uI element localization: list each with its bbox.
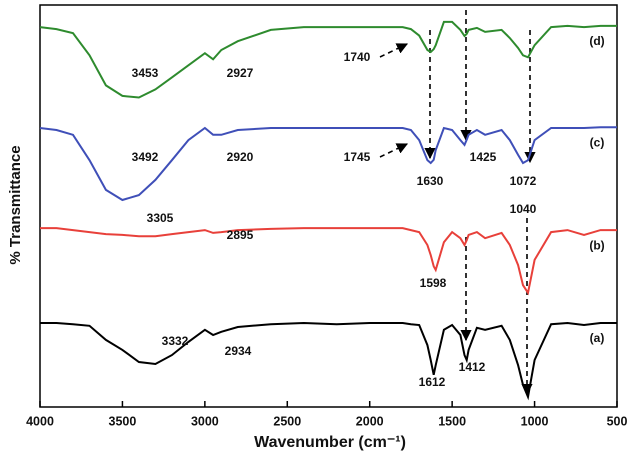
arrows	[379, 10, 536, 396]
peak-label: 3492	[132, 150, 159, 164]
series-label: (d)	[589, 34, 604, 48]
x-tick-label: 1500	[438, 414, 466, 428]
peak-label: 2927	[227, 66, 254, 80]
x-axis-title: Wavenumber (cm⁻¹)	[254, 434, 406, 451]
peak-label: 3305	[147, 211, 174, 225]
peak-label: 1630	[417, 174, 444, 188]
arrow	[379, 43, 409, 58]
peak-label: 1072	[510, 174, 537, 188]
peak-label: 1412	[459, 360, 486, 374]
peak-label: 1612	[419, 375, 446, 389]
x-tick-label: 2500	[273, 414, 301, 428]
series-label: (a)	[590, 331, 605, 345]
peak-label: 1745	[344, 150, 371, 164]
spectrum-line	[40, 227, 617, 296]
spectrum-line	[39, 126, 617, 202]
peak-label: 2895	[227, 228, 254, 242]
x-tick-label: 3500	[109, 414, 137, 428]
peak-label: 1740	[344, 50, 371, 64]
spectrum-line	[39, 20, 617, 99]
arrow	[379, 143, 409, 158]
peak-label: 1040	[510, 202, 537, 216]
plot-frame	[39, 4, 618, 408]
x-tick-label: 2000	[356, 414, 384, 428]
peak-label: 2920	[227, 150, 254, 164]
peak-label: 3453	[132, 66, 159, 80]
peak-label: 1425	[470, 150, 497, 164]
series-label: (c)	[590, 135, 605, 149]
x-tick-label: 3000	[191, 414, 219, 428]
peak-label: 3332	[162, 334, 189, 348]
spectrum-line	[40, 321, 617, 401]
x-tick-label: 500	[607, 414, 628, 428]
x-tick-label: 1000	[521, 414, 549, 428]
peak-label: 1598	[420, 276, 447, 290]
x-tick-label: 4000	[26, 414, 54, 428]
peak-label: 2934	[225, 344, 252, 358]
y-axis-title: % Transmittance	[7, 145, 24, 264]
series-label: (b)	[589, 238, 604, 252]
